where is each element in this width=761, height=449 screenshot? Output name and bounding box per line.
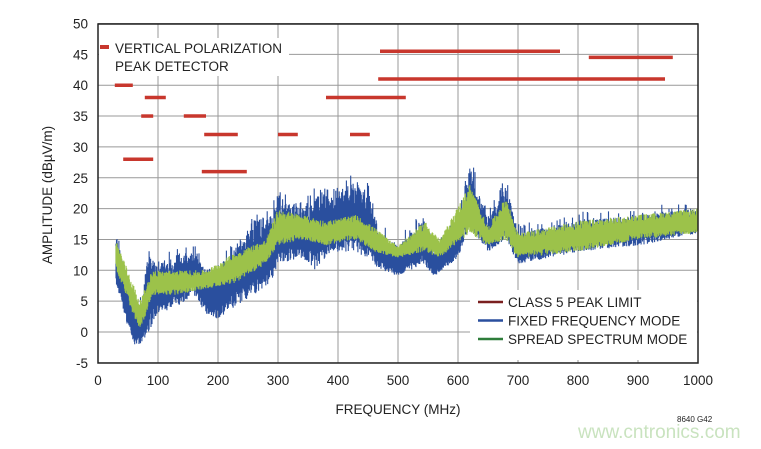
y-tick-label: 25 [73, 171, 88, 186]
annotation-background [99, 38, 289, 76]
y-tick-label: 10 [73, 263, 88, 278]
x-tick-label: 500 [387, 373, 410, 388]
y-tick-label: 45 [73, 47, 88, 62]
x-axis-label: FREQUENCY (MHz) [335, 402, 460, 417]
y-tick-label: 20 [73, 202, 88, 217]
annotation-limit-marker [100, 45, 109, 49]
x-tick-label: 600 [447, 373, 470, 388]
legend-label: FIXED FREQUENCY MODE [508, 314, 680, 329]
legend: CLASS 5 PEAK LIMIT FIXED FREQUENCY MODE SP… [470, 290, 697, 360]
x-tick-label: 0 [94, 373, 102, 388]
legend-label: CLASS 5 PEAK LIMIT [508, 295, 642, 310]
series-trace [115, 185, 699, 327]
y-tick-label: 15 [73, 232, 88, 247]
y-tick-label: 30 [73, 140, 88, 155]
y-tick-label: 0 [80, 325, 88, 340]
plot-frame [97, 23, 699, 364]
x-tick-label: 700 [507, 373, 530, 388]
y-tick-label: -5 [76, 356, 88, 371]
x-tick-label: 300 [267, 373, 290, 388]
x-tick-label: 900 [627, 373, 650, 388]
y-tick-label: 40 [73, 78, 88, 93]
series-spread-spectrum [115, 185, 699, 327]
x-tick-label: 400 [327, 373, 350, 388]
legend-box [470, 290, 697, 360]
limit-segments [114, 49, 673, 174]
x-tick-label: 1000 [683, 373, 713, 388]
annotation: VERTICAL POLARIZATION PEAK DETECTOR [99, 38, 289, 76]
x-tick-label: 800 [567, 373, 590, 388]
y-axis-label: AMPLITUDE (dBµV/m) [40, 126, 55, 264]
figure-code: 8640 G42 [677, 415, 713, 424]
y-tick-label: 5 [80, 294, 88, 309]
watermark: www.cntronics.com [577, 422, 741, 443]
y-tick-label: 50 [73, 17, 88, 32]
x-tick-label: 100 [147, 373, 170, 388]
annotation-line-2: PEAK DETECTOR [115, 59, 229, 74]
spectrum-traces [115, 167, 699, 345]
x-tick-label: 200 [207, 373, 230, 388]
annotation-line-1: VERTICAL POLARIZATION [115, 41, 282, 56]
legend-label: SPREAD SPECTRUM MODE [508, 332, 687, 347]
y-tick-label: 35 [73, 109, 88, 124]
tick-labels: 0 100 200 300 400 500 600 700 800 900 1000 -5 0 5 10 15… [73, 17, 713, 389]
